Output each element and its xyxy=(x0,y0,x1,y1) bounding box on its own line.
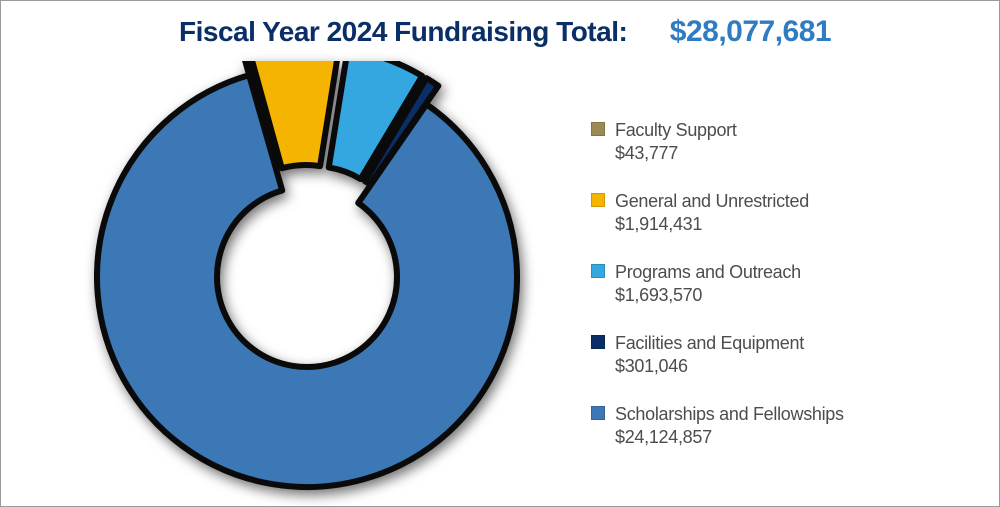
legend-value: $24,124,857 xyxy=(615,426,844,449)
legend-item-general: General and Unrestricted$1,914,431 xyxy=(591,190,971,235)
legend-text: Faculty Support$43,777 xyxy=(615,119,737,164)
legend-swatch xyxy=(591,193,605,207)
legend-label: Scholarships and Fellowships xyxy=(615,403,844,426)
legend-value: $1,914,431 xyxy=(615,213,809,236)
legend-item-scholarships: Scholarships and Fellowships$24,124,857 xyxy=(591,403,971,448)
legend-label: Faculty Support xyxy=(615,119,737,142)
legend-swatch xyxy=(591,406,605,420)
legend-swatch xyxy=(591,122,605,136)
legend-text: Scholarships and Fellowships$24,124,857 xyxy=(615,403,844,448)
legend-item-faculty: Faculty Support$43,777 xyxy=(591,119,971,164)
total-amount: $28,077,681 xyxy=(670,15,831,49)
legend-text: Programs and Outreach$1,693,570 xyxy=(615,261,801,306)
legend-label: Programs and Outreach xyxy=(615,261,801,284)
chart-title: Fiscal Year 2024 Fundraising Total: xyxy=(179,16,627,48)
legend-value: $301,046 xyxy=(615,355,804,378)
legend-label: General and Unrestricted xyxy=(615,190,809,213)
legend: Faculty Support$43,777 General and Unrest… xyxy=(591,119,971,474)
legend-text: Facilities and Equipment$301,046 xyxy=(615,332,804,377)
legend-value: $1,693,570 xyxy=(615,284,801,307)
legend-item-programs: Programs and Outreach$1,693,570 xyxy=(591,261,971,306)
legend-swatch xyxy=(591,264,605,278)
legend-value: $43,777 xyxy=(615,142,737,165)
legend-swatch xyxy=(591,335,605,349)
header: Fiscal Year 2024 Fundraising Total: $28,… xyxy=(1,15,999,49)
legend-item-facilities: Facilities and Equipment$301,046 xyxy=(591,332,971,377)
legend-text: General and Unrestricted$1,914,431 xyxy=(615,190,809,235)
legend-label: Facilities and Equipment xyxy=(615,332,804,355)
donut-chart xyxy=(91,61,523,493)
